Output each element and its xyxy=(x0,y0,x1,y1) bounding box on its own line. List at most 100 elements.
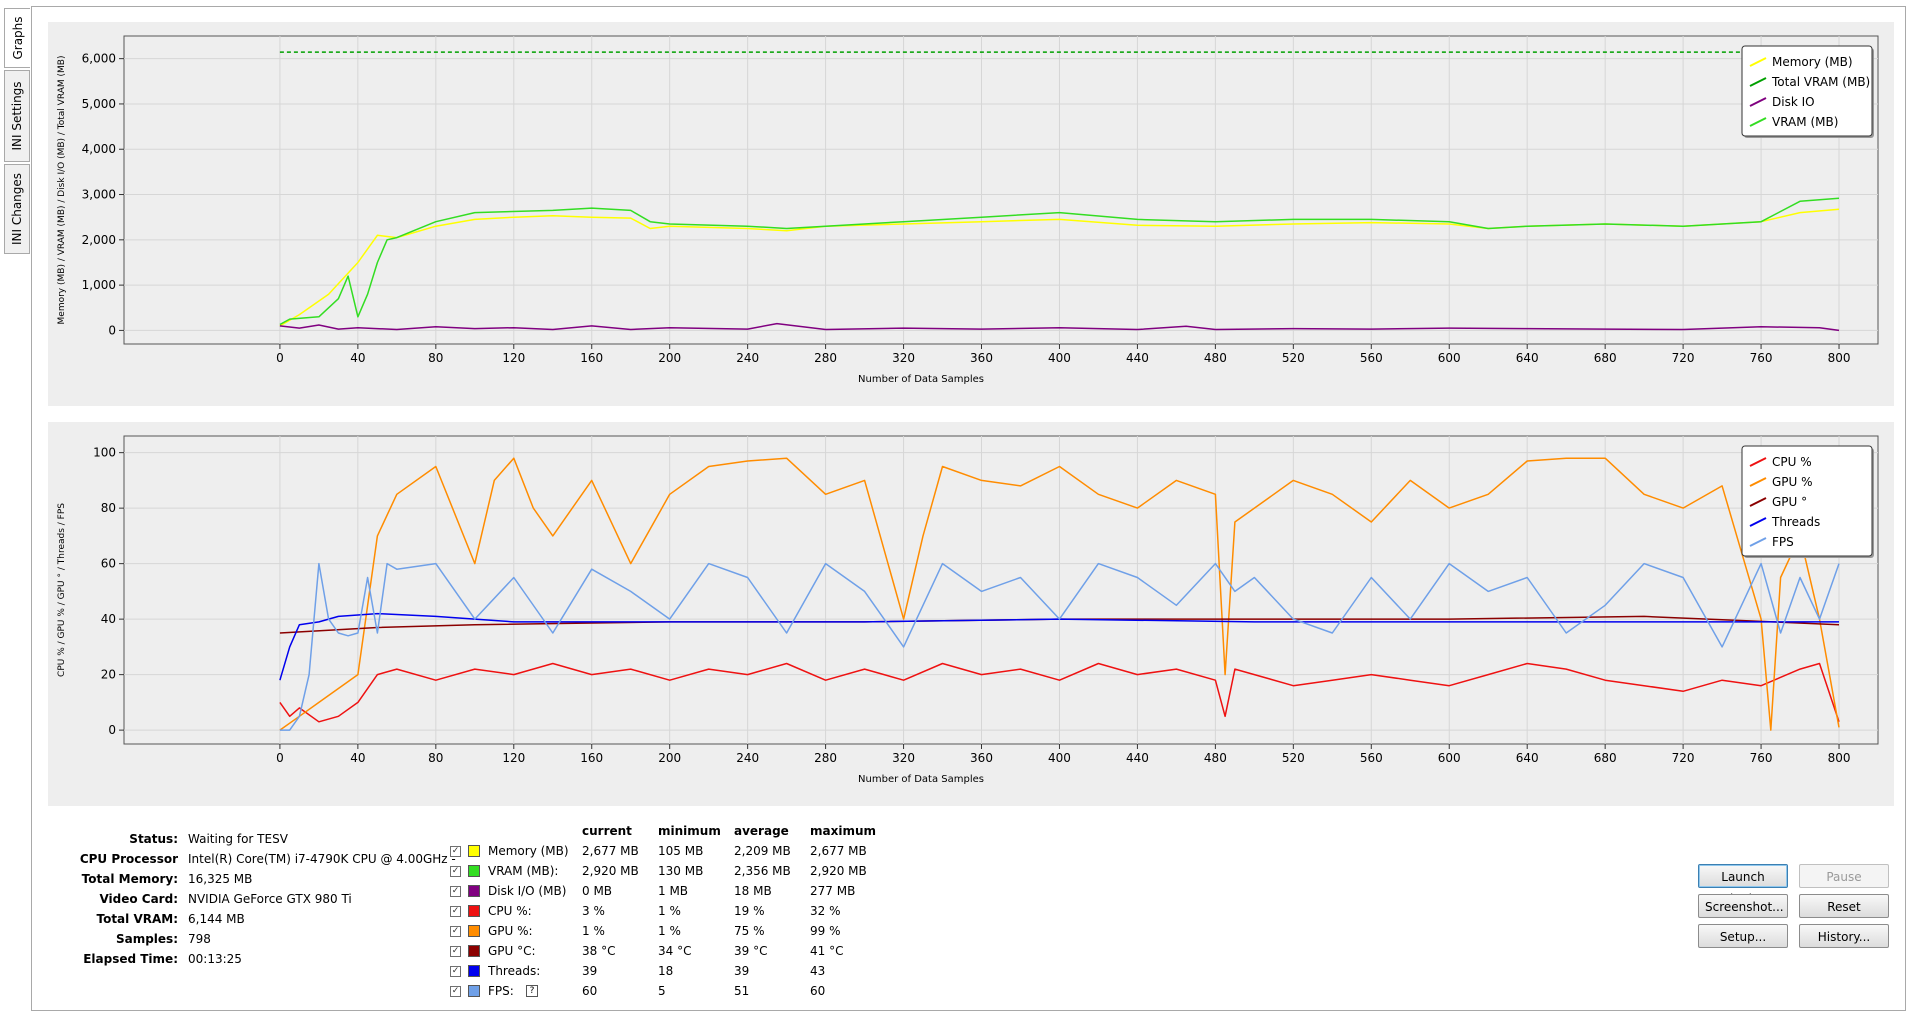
series-visibility-checkbox[interactable]: ✓ xyxy=(450,986,461,997)
legend-entry: Disk IO xyxy=(1772,95,1815,109)
stat-row: ✓ FPS:? 60 5 51 60 xyxy=(450,984,890,1004)
x-tick-label: 600 xyxy=(1438,751,1461,765)
series-visibility-checkbox[interactable]: ✓ xyxy=(450,886,461,897)
screenshot-button[interactable]: Screenshot... xyxy=(1698,894,1788,918)
legend-entry: Total VRAM (MB) xyxy=(1771,75,1870,89)
series-visibility-checkbox[interactable]: ✓ xyxy=(450,906,461,917)
y-tick-label: 0 xyxy=(108,723,116,737)
legend-entry: FPS xyxy=(1772,535,1794,549)
series-name: GPU °C: xyxy=(488,944,536,958)
legend xyxy=(1741,445,1873,557)
tab-ini-changes[interactable]: INI Changes xyxy=(4,164,30,254)
stat-average-value: 75 % xyxy=(734,924,765,938)
x-tick-label: 760 xyxy=(1750,751,1773,765)
series-visibility-checkbox[interactable]: ✓ xyxy=(450,866,461,877)
stat-average-value: 2,209 MB xyxy=(734,844,791,858)
stat-average-value: 51 xyxy=(734,984,750,998)
x-tick-label: 720 xyxy=(1672,751,1695,765)
stat-minimum-value: 1 % xyxy=(658,924,681,938)
legend-swatch xyxy=(1749,77,1767,87)
x-tick-label: 160 xyxy=(580,751,603,765)
x-axis-label: Number of Data Samples xyxy=(858,374,984,385)
x-tick-label: 400 xyxy=(1048,751,1071,765)
status-value: Waiting for TESV xyxy=(188,832,288,846)
x-tick-label: 520 xyxy=(1282,751,1305,765)
info-row-memory: Total Memory: 16,325 MB xyxy=(36,872,436,892)
stat-maximum-value: 32 % xyxy=(810,904,841,918)
elapsed-time-label: Elapsed Time: xyxy=(83,952,178,966)
series-color-swatch[interactable] xyxy=(468,965,480,977)
legend xyxy=(1741,45,1873,137)
stat-minimum-value: 1 MB xyxy=(658,884,689,898)
tab-ini-settings[interactable]: INI Settings xyxy=(4,70,30,162)
launch-skyrim-button[interactable]: Launch Skyrim xyxy=(1698,864,1788,906)
series-visibility-checkbox[interactable]: ✓ xyxy=(450,846,461,857)
help-icon[interactable]: ? xyxy=(526,985,538,997)
series-color-swatch[interactable] xyxy=(468,865,480,877)
stat-minimum-value: 18 xyxy=(658,964,674,978)
stat-current-value: 3 % xyxy=(582,904,605,918)
x-tick-label: 560 xyxy=(1360,351,1383,365)
stat-minimum-value: 1 % xyxy=(658,904,681,918)
info-row-status: Status: Waiting for TESV xyxy=(36,832,436,852)
stat-minimum-value: 105 MB xyxy=(658,844,704,858)
reset-button[interactable]: Reset xyxy=(1799,894,1889,918)
series-name: FPS: xyxy=(488,984,514,998)
video-card-label: Video Card: xyxy=(99,892,178,906)
tab-graphs[interactable]: Graphs xyxy=(4,8,30,68)
memory-chart: 0 40 80 120 160 200 240 280 320 360 400 440 480 520 56… xyxy=(57,35,1879,385)
series-color-swatch[interactable] xyxy=(468,905,480,917)
stat-maximum-value: 41 °C xyxy=(810,944,844,958)
x-tick-label: 120 xyxy=(502,751,525,765)
series-color-swatch[interactable] xyxy=(468,985,480,997)
x-tick-label: 0 xyxy=(276,351,284,365)
legend-swatch xyxy=(1749,97,1767,107)
header-minimum: minimum xyxy=(658,824,721,838)
x-tick-label: 760 xyxy=(1750,351,1773,365)
series-visibility-checkbox[interactable]: ✓ xyxy=(450,966,461,977)
total-vram-label: Total VRAM: xyxy=(96,912,178,926)
stat-maximum-value: 43 xyxy=(810,964,826,978)
series-name: CPU %: xyxy=(488,904,532,918)
series-line-4 xyxy=(279,562,1840,731)
legend-swatch xyxy=(1749,117,1767,127)
series-color-swatch[interactable] xyxy=(468,945,480,957)
legend-entry: Threads xyxy=(1771,515,1820,529)
x-tick-label: 280 xyxy=(814,351,837,365)
series-line-1 xyxy=(279,457,1840,731)
cpu-gpu-chart: 0 40 80 120 160 200 240 280 320 360 400 440 480 520 56… xyxy=(57,435,1879,785)
header-maximum: maximum xyxy=(810,824,877,838)
series-visibility-checkbox[interactable]: ✓ xyxy=(450,926,461,937)
tab-graphs-label: Graphs xyxy=(10,16,25,60)
plot-area xyxy=(123,35,1879,345)
status-label: Status: xyxy=(129,832,178,846)
series-color-swatch[interactable] xyxy=(468,845,480,857)
y-tick-label: 2,000 xyxy=(82,233,116,247)
stat-average-value: 39 °C xyxy=(734,944,768,958)
x-tick-label: 800 xyxy=(1828,351,1851,365)
y-tick-label: 80 xyxy=(101,501,116,515)
stat-row: ✓ Memory (MB) 2,677 MB 105 MB 2,209 MB 2,677 … xyxy=(450,844,890,864)
stat-average-value: 18 MB xyxy=(734,884,772,898)
elapsed-time-value: 00:13:25 xyxy=(188,952,242,966)
stat-maximum-value: 2,677 MB xyxy=(810,844,867,858)
stat-current-value: 2,920 MB xyxy=(582,864,639,878)
stat-maximum-value: 277 MB xyxy=(810,884,856,898)
y-axis-label: CPU % / GPU % / GPU ° / Threads / FPS xyxy=(57,503,67,677)
x-tick-label: 200 xyxy=(658,351,681,365)
legend-swatch xyxy=(1749,57,1767,67)
series-color-swatch[interactable] xyxy=(468,925,480,937)
y-tick-label: 3,000 xyxy=(82,188,116,202)
info-row-cpu: CPU Processor Intel(R) Core(TM) i7-4790K … xyxy=(36,852,456,872)
legend-swatch xyxy=(1749,497,1767,507)
stat-row: ✓ CPU %: 3 % 1 % 19 % 32 % xyxy=(450,904,890,924)
info-row-vram: Total VRAM: 6,144 MB xyxy=(36,912,436,932)
series-visibility-checkbox[interactable]: ✓ xyxy=(450,946,461,957)
pause-button[interactable]: Pause xyxy=(1799,864,1889,888)
legend-swatch xyxy=(1749,537,1767,547)
history-button[interactable]: History... xyxy=(1799,924,1889,948)
stat-row: ✓ Disk I/O (MB) 0 MB 1 MB 18 MB 277 MB xyxy=(450,884,890,904)
setup-button[interactable]: Setup... xyxy=(1698,924,1788,948)
legend-entry: CPU % xyxy=(1772,455,1812,469)
series-color-swatch[interactable] xyxy=(468,885,480,897)
